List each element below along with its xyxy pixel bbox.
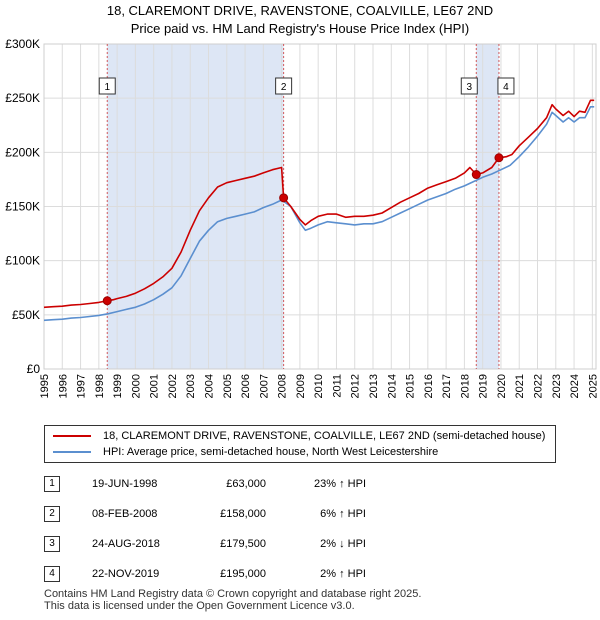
y-tick-label: £200K bbox=[5, 145, 40, 159]
sale-price: £195,000 bbox=[220, 568, 266, 580]
title-address: 18, CLAREMONT DRIVE, RAVENSTONE, COALVIL… bbox=[106, 3, 494, 18]
sale-hpi-relation: 2% ↑ HPI bbox=[320, 568, 366, 580]
price-paid-line bbox=[43, 99, 595, 309]
x-tick-label: 2006 bbox=[240, 374, 252, 398]
sale-number-box bbox=[497, 77, 515, 95]
y-tick-label: £250K bbox=[5, 91, 40, 105]
x-tick-label: 1998 bbox=[94, 374, 106, 398]
x-tick-label: 2010 bbox=[313, 374, 325, 398]
x-tick-label: 2011 bbox=[331, 374, 343, 398]
table-row: 3 24-AUG-2018 £179,500 2% ↓ HPI bbox=[44, 536, 564, 554]
x-tick-label: 1999 bbox=[112, 374, 124, 398]
x-tick-label: 2025 bbox=[587, 374, 599, 398]
legend: 18, CLAREMONT DRIVE, RAVENSTONE, COALVIL… bbox=[44, 425, 556, 463]
x-tick-label: 1996 bbox=[57, 374, 69, 398]
table-row: 4 22-NOV-2019 £195,000 2% ↑ HPI bbox=[44, 566, 564, 584]
sale-number-label: 3 bbox=[466, 82, 472, 93]
x-tick-label: 2002 bbox=[167, 374, 179, 398]
x-tick-label: 2014 bbox=[386, 374, 398, 398]
sale-point bbox=[102, 296, 112, 306]
x-tick-label: 2024 bbox=[569, 374, 581, 398]
sale-hpi-relation: 23% ↑ HPI bbox=[314, 478, 366, 490]
sale-price: £179,500 bbox=[220, 538, 266, 550]
sale-price: £158,000 bbox=[220, 508, 266, 520]
x-tick-label: 2015 bbox=[405, 374, 417, 398]
legend-hpi-swatch bbox=[53, 451, 91, 453]
sale-date: 08-FEB-2008 bbox=[92, 508, 158, 520]
x-tick-label: 2017 bbox=[441, 374, 453, 398]
legend-item-price: 18, CLAREMONT DRIVE, RAVENSTONE, COALVIL… bbox=[53, 428, 545, 444]
x-tick-label: 2022 bbox=[533, 374, 545, 398]
sale-number-label: 2 bbox=[281, 82, 287, 93]
x-tick-label: 2018 bbox=[459, 374, 471, 398]
title-subtitle: Price paid vs. HM Land Registry's House … bbox=[130, 21, 470, 36]
legend-item-hpi: HPI: Average price, semi-detached house,… bbox=[53, 444, 438, 460]
y-tick-label: £50K bbox=[12, 308, 40, 322]
x-tick-label: 2007 bbox=[258, 374, 270, 398]
x-tick-label: 2001 bbox=[149, 374, 161, 398]
sale-number-badge: 2 bbox=[44, 506, 60, 522]
plot-area-border bbox=[43, 43, 597, 370]
x-tick-label: 1997 bbox=[76, 374, 88, 398]
sale-number-box bbox=[460, 77, 478, 95]
chart-title: 18, CLAREMONT DRIVE, RAVENSTONE, COALVIL… bbox=[0, 2, 600, 38]
x-tick-label: 1995 bbox=[39, 374, 51, 398]
y-tick-label: £300K bbox=[5, 37, 40, 51]
sale-number-badge: 4 bbox=[44, 566, 60, 582]
x-tick-label: 2013 bbox=[368, 374, 380, 398]
sale-number-box bbox=[275, 77, 293, 95]
y-tick-label: £150K bbox=[5, 200, 40, 214]
x-tick-label: 2004 bbox=[204, 374, 216, 398]
x-tick-label: 2021 bbox=[514, 374, 526, 398]
sale-hpi-relation: 2% ↓ HPI bbox=[320, 538, 366, 550]
sale-date: 19-JUN-1998 bbox=[92, 478, 158, 490]
hpi-line bbox=[43, 106, 595, 322]
sale-point bbox=[494, 153, 504, 163]
x-tick-label: 2016 bbox=[423, 374, 435, 398]
footer-licence: This data is licensed under the Open Gov… bbox=[44, 600, 355, 612]
x-tick-label: 2020 bbox=[496, 374, 508, 398]
sale-number-badge: 1 bbox=[44, 476, 60, 492]
y-tick-label: £100K bbox=[5, 254, 40, 268]
sale-number-box bbox=[98, 77, 116, 95]
price-chart: £0 £50K £100K £150K £200K £250K £300K 1995 1996 1… bbox=[5, 37, 599, 398]
legend-price-label: 18, CLAREMONT DRIVE, RAVENSTONE, COALVIL… bbox=[103, 430, 546, 442]
x-tick-label: 2000 bbox=[130, 374, 142, 398]
sale-number-label: 4 bbox=[503, 82, 509, 93]
legend-price-swatch bbox=[53, 435, 91, 437]
table-row: 1 19-JUN-1998 £63,000 23% ↑ HPI bbox=[44, 476, 564, 494]
sale-date: 24-AUG-2018 bbox=[92, 538, 160, 550]
sale-date: 22-NOV-2019 bbox=[92, 568, 160, 580]
table-row: 2 08-FEB-2008 £158,000 6% ↑ HPI bbox=[44, 506, 564, 524]
footer-attribution: Contains HM Land Registry data © Crown c… bbox=[44, 588, 421, 612]
x-tick-label: 2008 bbox=[277, 374, 289, 398]
footer-copyright: Contains HM Land Registry data © Crown c… bbox=[44, 588, 422, 600]
sale-point bbox=[279, 193, 289, 203]
x-tick-label: 2019 bbox=[478, 374, 490, 398]
x-tick-label: 2003 bbox=[185, 374, 197, 398]
sale-point bbox=[471, 170, 481, 180]
sale-hpi-relation: 6% ↑ HPI bbox=[320, 508, 366, 520]
x-tick-label: 2023 bbox=[551, 374, 563, 398]
sale-price: £63,000 bbox=[226, 478, 266, 490]
sale-number-label: 1 bbox=[104, 82, 110, 93]
legend-hpi-label: HPI: Average price, semi-detached house,… bbox=[103, 446, 439, 458]
sale-number-badge: 3 bbox=[44, 536, 60, 552]
x-tick-label: 2009 bbox=[295, 374, 307, 398]
x-tick-label: 2005 bbox=[222, 374, 234, 398]
y-tick-label: £0 bbox=[27, 362, 41, 376]
x-tick-label: 2012 bbox=[350, 374, 362, 398]
